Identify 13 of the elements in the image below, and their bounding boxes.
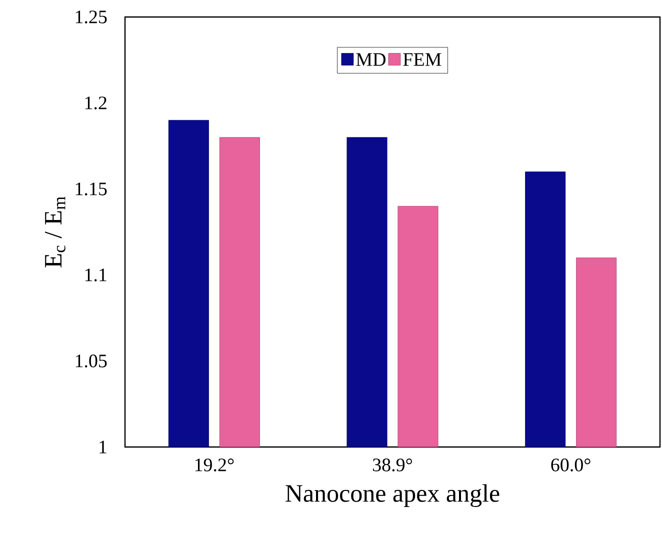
y-tick-label: 1.2 [85, 96, 106, 110]
x-tick-label: 38.9° [372, 458, 412, 472]
y-tick-label: 1.25 [76, 10, 107, 24]
y-tick-label: 1.1 [85, 268, 106, 282]
x-axis-title: Nanocone apex angle [286, 484, 500, 508]
legend-label: FEM [403, 53, 442, 66]
x-tick-label: 60.0° [551, 458, 590, 472]
y-axis-title: E$_{c}$ / E$_{m}$ [44, 196, 66, 268]
y-tick-label: 1.05 [76, 354, 107, 368]
legend-label: MD [356, 53, 386, 66]
y-tick-label: 1 [100, 440, 106, 454]
y-tick-label: 1.15 [76, 182, 107, 196]
x-tick-label: 19.2° [195, 458, 234, 472]
